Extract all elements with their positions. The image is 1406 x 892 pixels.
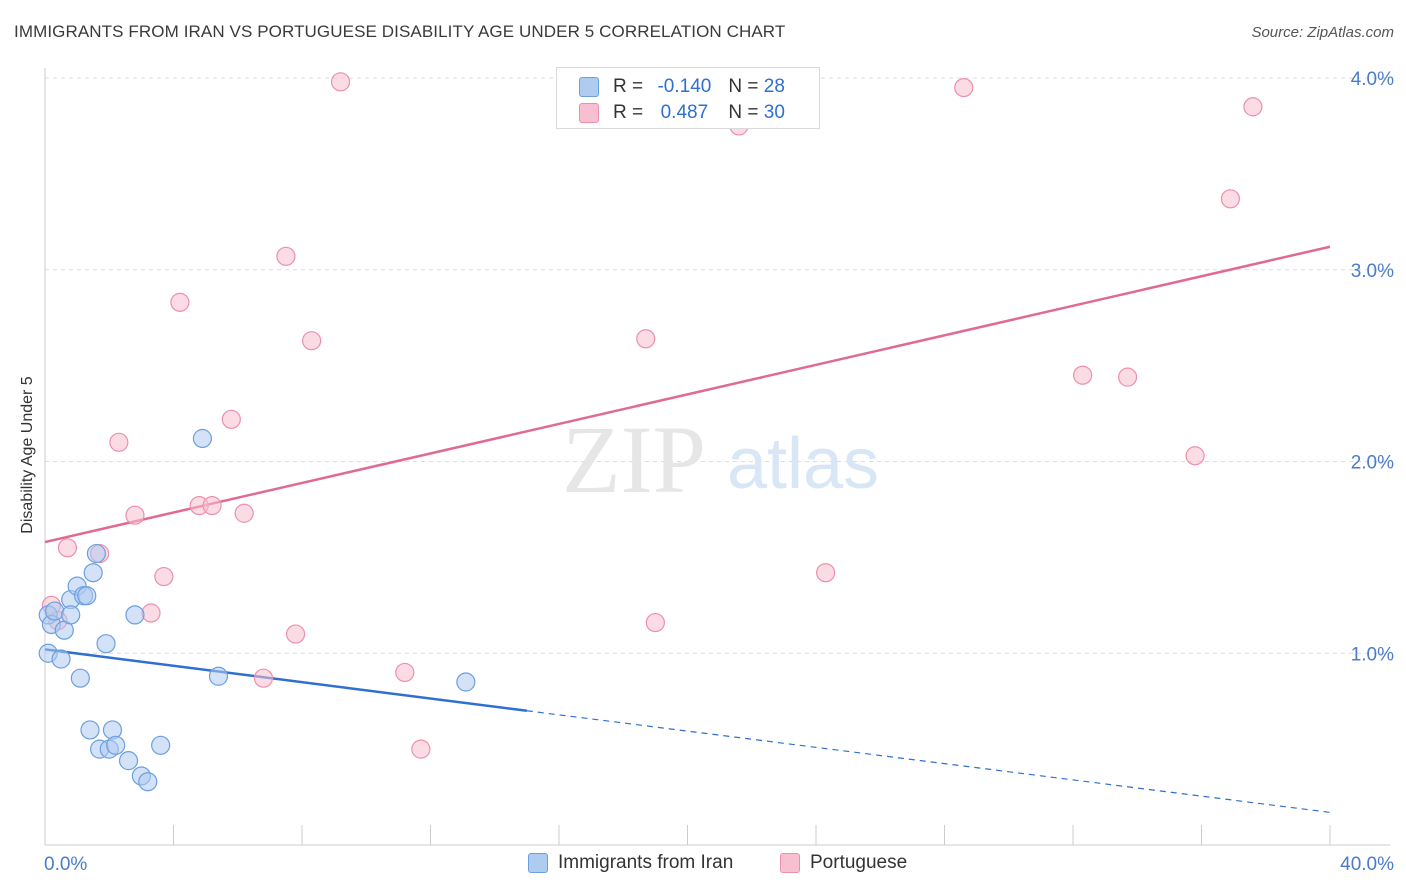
point-iran [45, 601, 65, 621]
point-iran [138, 772, 158, 792]
point-portuguese [411, 739, 431, 759]
legend-r-value: 0.487 [660, 102, 709, 123]
point-portuguese [645, 612, 665, 633]
y-axis-title: Disability Age Under 5 [19, 376, 36, 534]
point-portuguese [302, 331, 322, 351]
point-portuguese [57, 538, 78, 558]
legend-swatch-iran [579, 77, 599, 97]
point-portuguese [125, 505, 145, 525]
point-portuguese [202, 496, 222, 516]
point-iran [151, 735, 171, 755]
legend-label-iran: Immigrants from Iran [558, 852, 734, 873]
legend-swatch-portuguese [780, 853, 800, 873]
series-legend: Immigrants from Iran Portuguese [0, 852, 1406, 878]
point-iran [118, 751, 139, 771]
source-label: Source: ZipAtlas.com [1251, 24, 1394, 41]
point-iran [192, 428, 213, 449]
point-portuguese [276, 246, 296, 266]
point-iran [61, 605, 81, 625]
x-tick-label: 0.0% [44, 854, 87, 875]
legend-r-label: R = [613, 76, 644, 97]
point-portuguese [816, 563, 836, 583]
point-iran [83, 563, 103, 583]
legend-item-iran: Immigrants from Iran [528, 852, 733, 874]
stats-legend: R = -0.140 N = 28 R = 0.487 N = 30 [556, 67, 820, 129]
point-iran [86, 543, 107, 564]
legend-item-portuguese: Portuguese [780, 852, 907, 874]
legend-swatch-portuguese [579, 103, 599, 123]
legend-r-value: -0.140 [657, 76, 712, 97]
data-points [38, 72, 1263, 792]
tick-labels: 1.0% 2.0% 3.0% 4.0% 0.0% 40.0% [44, 69, 1394, 875]
point-portuguese [285, 624, 306, 644]
point-iran [80, 720, 100, 740]
point-iran [456, 672, 476, 692]
point-portuguese [954, 77, 974, 98]
point-portuguese [1185, 446, 1205, 466]
y-tick-label: 4.0% [1351, 69, 1394, 90]
axes [44, 68, 1390, 846]
y-tick-label: 1.0% [1351, 644, 1394, 665]
point-portuguese [395, 662, 415, 683]
point-iran [106, 735, 126, 755]
trend-line-portuguese [44, 245, 1331, 544]
legend-n-value: 30 [763, 102, 785, 123]
point-portuguese [154, 566, 174, 587]
watermark: ZIP atlas [562, 406, 879, 513]
point-iran [70, 668, 90, 688]
trend-lines [44, 245, 1331, 813]
point-portuguese [109, 432, 129, 452]
trend-line-iran-extension [526, 710, 1331, 813]
legend-n-value: 28 [763, 76, 785, 97]
point-portuguese [234, 503, 254, 523]
y-tick-label: 3.0% [1351, 261, 1394, 282]
point-iran [125, 605, 145, 625]
point-iran [77, 586, 97, 606]
point-portuguese [221, 409, 241, 429]
point-portuguese [170, 292, 190, 312]
y-tick-label: 2.0% [1351, 453, 1394, 474]
point-portuguese [1073, 365, 1093, 385]
point-iran [96, 634, 116, 654]
watermark-zip: ZIP [562, 406, 706, 513]
point-portuguese [636, 329, 656, 349]
legend-n-label: N = [728, 102, 759, 123]
legend-n-label: N = [728, 76, 759, 97]
point-iran [208, 666, 229, 686]
point-portuguese [141, 603, 161, 623]
chart-title: IMMIGRANTS FROM IRAN VS PORTUGUESE DISAB… [14, 22, 786, 41]
trend-line-iran [44, 648, 528, 713]
point-portuguese [1220, 189, 1241, 209]
point-portuguese [1243, 97, 1263, 117]
legend-swatch-iran [528, 853, 548, 873]
legend-label-portuguese: Portuguese [810, 852, 908, 873]
point-iran [51, 649, 71, 669]
x-tick-label: 40.0% [1340, 854, 1394, 875]
grid-lines [45, 77, 1390, 654]
point-portuguese [253, 668, 274, 688]
point-portuguese [1118, 367, 1138, 387]
watermark-atlas: atlas [727, 424, 879, 504]
legend-r-label: R = [613, 102, 644, 123]
point-portuguese [330, 72, 351, 92]
